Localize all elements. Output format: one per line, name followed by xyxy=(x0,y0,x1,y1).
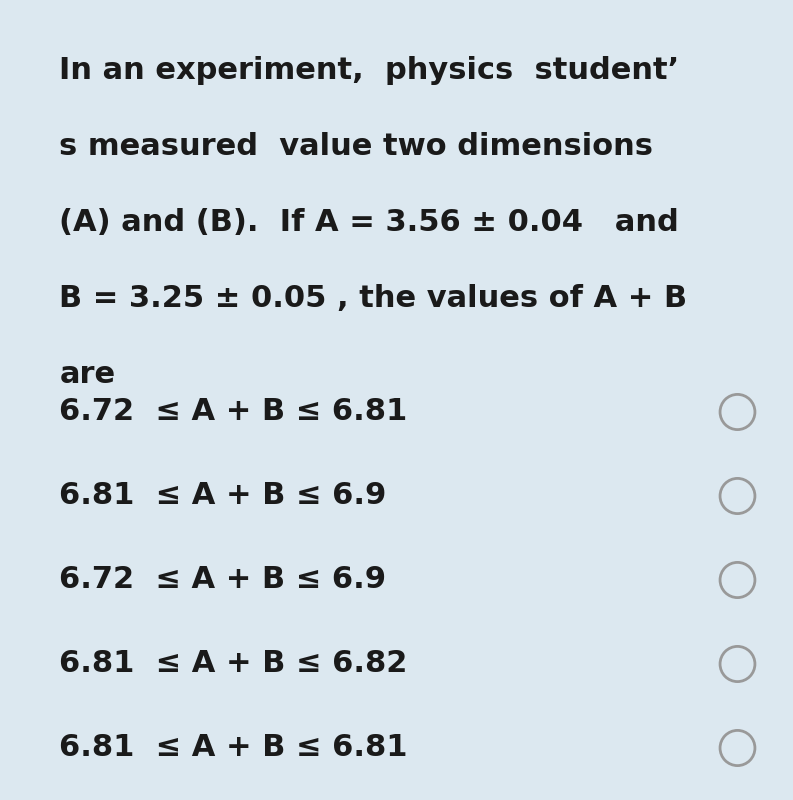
Text: 6.81  ≤ A + B ≤ 6.81: 6.81 ≤ A + B ≤ 6.81 xyxy=(59,734,408,762)
Text: B = 3.25 ± 0.05 , the values of A + B: B = 3.25 ± 0.05 , the values of A + B xyxy=(59,284,688,313)
Text: 6.81  ≤ A + B ≤ 6.82: 6.81 ≤ A + B ≤ 6.82 xyxy=(59,650,408,678)
Text: 6.81  ≤ A + B ≤ 6.9: 6.81 ≤ A + B ≤ 6.9 xyxy=(59,482,387,510)
Text: In an experiment,  physics  student’: In an experiment, physics student’ xyxy=(59,56,680,85)
Text: 6.72  ≤ A + B ≤ 6.9: 6.72 ≤ A + B ≤ 6.9 xyxy=(59,566,387,594)
Text: 6.72  ≤ A + B ≤ 6.81: 6.72 ≤ A + B ≤ 6.81 xyxy=(59,398,408,426)
Text: (A) and (B).  If A = 3.56 ± 0.04   and: (A) and (B). If A = 3.56 ± 0.04 and xyxy=(59,208,680,237)
Text: s measured  value two dimensions: s measured value two dimensions xyxy=(59,132,653,161)
Text: are: are xyxy=(59,360,116,389)
